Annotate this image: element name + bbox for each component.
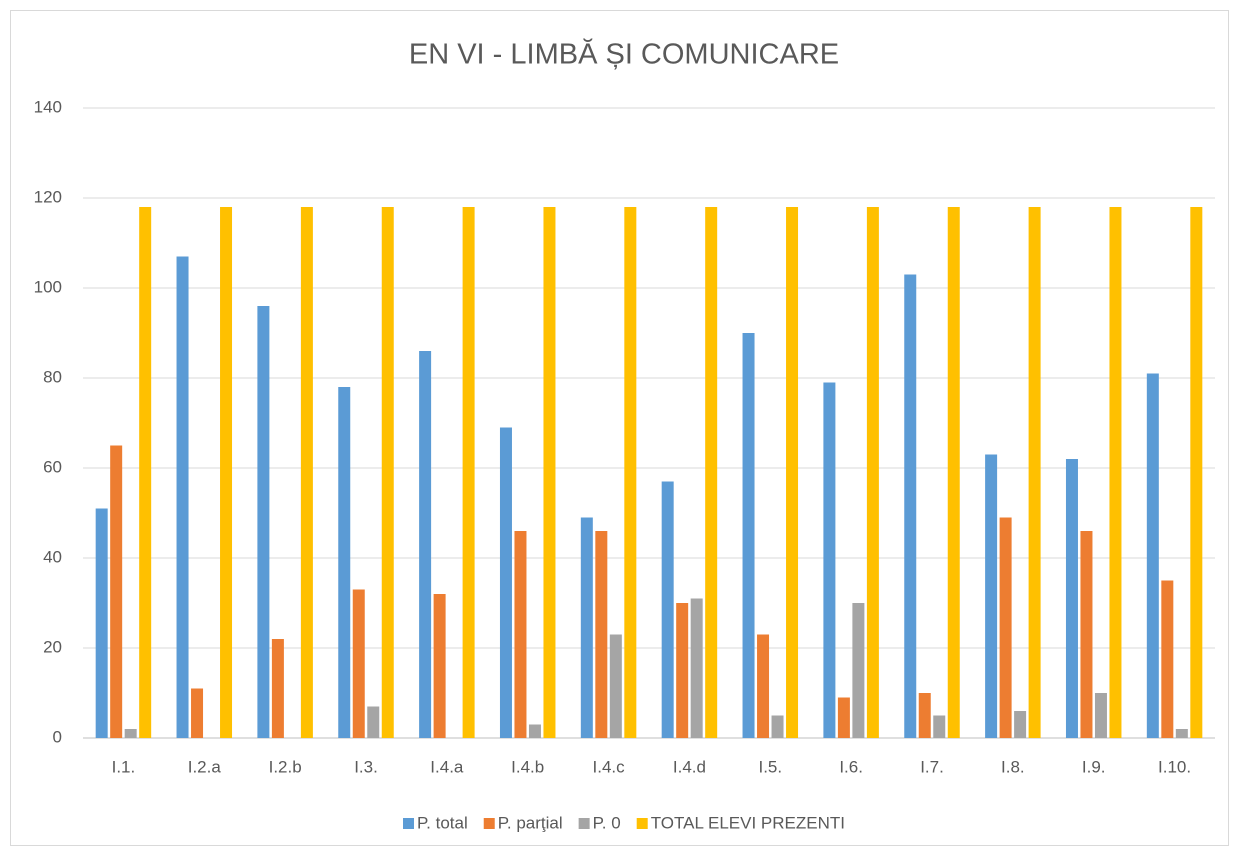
bar [742, 333, 755, 738]
bar [433, 594, 446, 738]
bar [661, 481, 674, 738]
y-tick-label: 60 [43, 457, 62, 476]
legend-label: P. total [417, 813, 468, 832]
bar [139, 207, 152, 738]
bar [1109, 207, 1122, 738]
bar [1065, 459, 1078, 738]
bar [462, 207, 475, 738]
bar [595, 531, 608, 738]
bar [786, 207, 799, 738]
bar [676, 603, 689, 738]
x-tick-label: I.1. [112, 757, 136, 776]
legend-label: P. parţial [498, 813, 563, 832]
bar [367, 706, 380, 738]
bar [271, 639, 284, 738]
bar [985, 454, 998, 738]
bar [191, 688, 204, 738]
bar [947, 207, 960, 738]
x-tick-label: I.4.a [430, 757, 464, 776]
bar [904, 274, 917, 738]
x-tick-label: I.6. [839, 757, 863, 776]
bar [95, 508, 108, 738]
legend-swatch [483, 818, 495, 829]
bar [823, 382, 836, 738]
bar [300, 207, 313, 738]
bar [1190, 207, 1203, 738]
bar [352, 589, 365, 738]
bar [1014, 711, 1027, 738]
legend-label: P. 0 [593, 813, 621, 832]
x-tick-label: I.8. [1001, 757, 1025, 776]
bar [381, 207, 394, 738]
bar [110, 445, 123, 738]
bar [705, 207, 718, 738]
x-tick-label: I.5. [758, 757, 782, 776]
y-tick-label: 120 [34, 187, 62, 206]
x-tick-label: I.4.b [511, 757, 544, 776]
bar [499, 427, 512, 738]
y-tick-label: 140 [34, 97, 62, 116]
y-tick-label: 0 [53, 727, 62, 746]
bar [580, 517, 593, 738]
bar [257, 306, 270, 738]
x-tick-label: I.4.c [593, 757, 626, 776]
legend-label: TOTAL ELEVI PREZENTI [651, 813, 845, 832]
bar [176, 256, 189, 738]
bar [220, 207, 233, 738]
x-tick-label: I.9. [1082, 757, 1106, 776]
bar [419, 351, 432, 738]
bar [1094, 693, 1107, 738]
bar [837, 697, 850, 738]
bar [999, 517, 1012, 738]
bar [1028, 207, 1041, 738]
bar [933, 715, 946, 738]
bar [609, 634, 622, 738]
bar [918, 693, 931, 738]
bar [543, 207, 556, 738]
bar [757, 634, 770, 738]
chart-title: EN VI - LIMBĂ ȘI COMUNICARE [409, 38, 839, 71]
x-tick-label: I.3. [354, 757, 378, 776]
x-tick-label: I.4.d [673, 757, 706, 776]
y-tick-label: 80 [43, 367, 62, 386]
bar [1146, 373, 1159, 738]
x-tick-label: I.10. [1158, 757, 1191, 776]
y-tick-label: 40 [43, 547, 62, 566]
legend-swatch [578, 818, 590, 829]
x-tick-label: I.2.a [188, 757, 222, 776]
bar [771, 715, 784, 738]
y-tick-label: 100 [34, 277, 62, 296]
y-tick-label: 20 [43, 637, 62, 656]
bar [866, 207, 879, 738]
bar [528, 724, 541, 738]
bar [514, 531, 527, 738]
bar [338, 387, 351, 738]
bar [852, 603, 865, 738]
bar [1175, 729, 1188, 738]
legend-swatch [636, 818, 648, 829]
bar [690, 598, 703, 738]
bar [1080, 531, 1093, 738]
x-tick-label: I.7. [920, 757, 944, 776]
bar [124, 729, 137, 738]
legend-swatch [403, 818, 414, 829]
bar [624, 207, 637, 738]
x-tick-label: I.2.b [269, 757, 302, 776]
bar [1161, 580, 1174, 738]
